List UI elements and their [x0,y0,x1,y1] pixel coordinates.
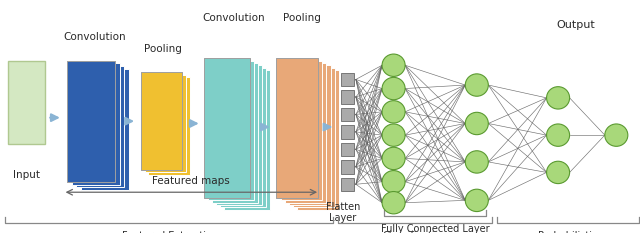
Text: Convolution: Convolution [202,13,265,23]
Bar [341,73,354,86]
Bar [341,178,354,191]
Text: Pooling: Pooling [144,44,182,54]
Bar [225,70,271,210]
Bar [289,65,331,205]
Bar [341,160,354,174]
Text: Flatten
Layer: Flatten Layer [326,202,360,223]
Text: Output: Output [557,20,595,30]
Bar [341,90,354,104]
Ellipse shape [382,77,405,100]
Ellipse shape [382,171,405,193]
Ellipse shape [382,101,405,123]
Ellipse shape [465,74,488,96]
Text: Convolution: Convolution [63,32,126,42]
Bar [276,58,318,198]
Bar [341,108,354,121]
Ellipse shape [605,124,628,146]
Ellipse shape [382,147,405,170]
Ellipse shape [547,161,570,184]
Bar [141,72,182,170]
Bar [212,63,258,203]
Bar [148,77,190,175]
Bar [204,58,250,198]
Text: Input: Input [13,170,40,180]
Bar [67,61,115,182]
Text: Featured maps: Featured maps [152,176,230,186]
Text: Featured Extraction: Featured Extraction [122,231,218,233]
Ellipse shape [465,189,488,212]
Bar [220,68,266,207]
Text: Pooling: Pooling [283,13,321,23]
Bar [8,61,45,144]
Bar [341,125,354,139]
Text: Fully Connected Layer: Fully Connected Layer [381,224,490,233]
Bar [298,70,339,210]
Ellipse shape [465,151,488,173]
Bar [216,65,262,205]
Ellipse shape [382,54,405,76]
Ellipse shape [547,87,570,109]
Bar [207,61,254,200]
Bar [276,58,318,198]
Bar [67,61,115,182]
Ellipse shape [382,192,405,214]
Ellipse shape [547,124,570,146]
Bar [81,69,129,190]
Bar [280,61,323,200]
Text: Classification: Classification [382,231,447,233]
Bar [341,143,354,156]
Ellipse shape [465,112,488,135]
Ellipse shape [382,124,405,146]
Text: Probabilistic
Distribution: Probabilistic Distribution [538,231,597,233]
Bar [72,63,120,185]
Bar [293,68,335,207]
Bar [204,58,250,198]
Bar [141,72,182,170]
Bar [145,75,186,172]
Bar [285,63,326,203]
Bar [76,66,124,187]
